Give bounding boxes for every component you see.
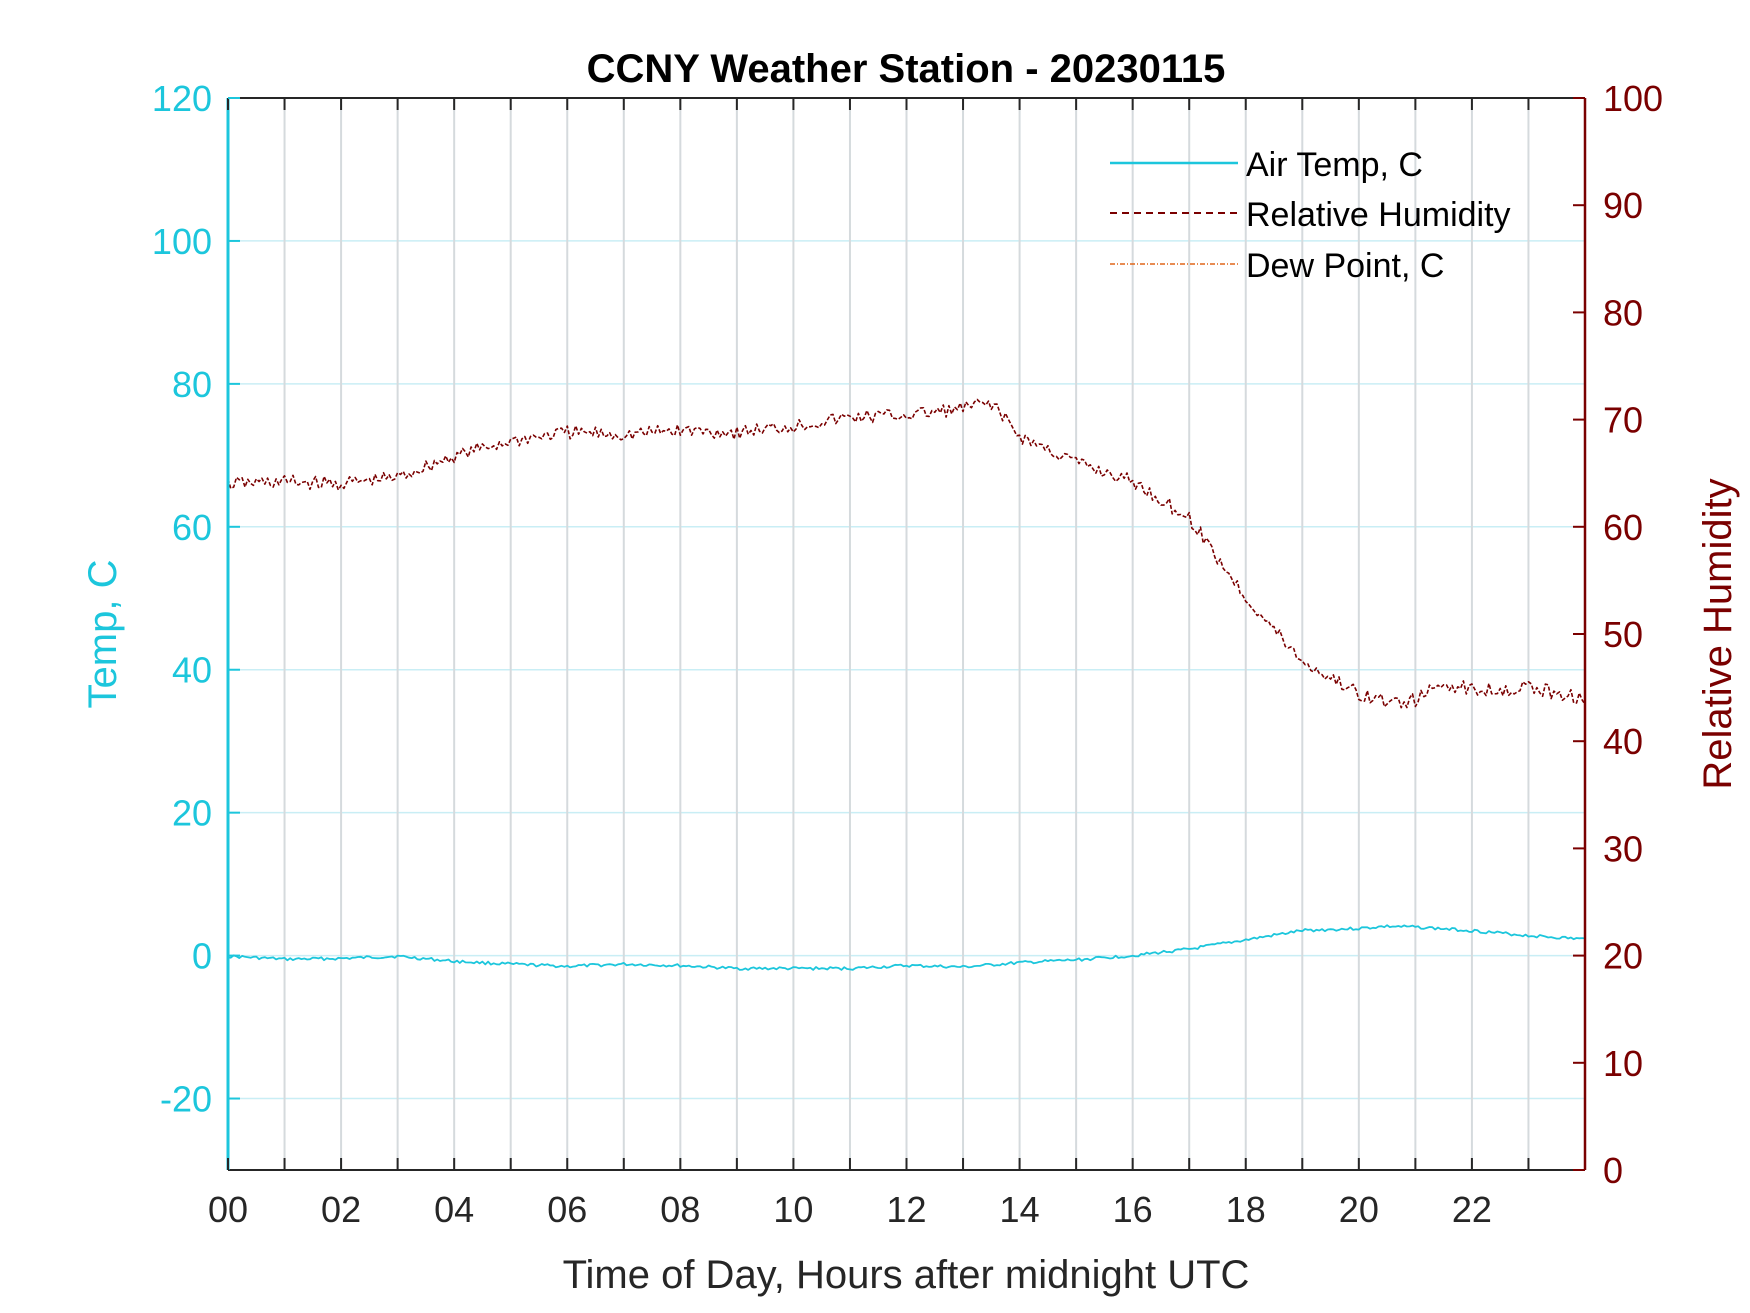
legend: Air Temp, C Relative Humidity Dew Point,… [1110, 146, 1511, 285]
x-axis-label: Time of Day, Hours after midnight UTC [563, 1253, 1250, 1297]
y-tick-label-left: 100 [152, 221, 212, 262]
y-tick-label-right: 80 [1603, 292, 1643, 333]
series-line-1 [227, 398, 1586, 709]
y-tick-label-right: 40 [1603, 721, 1643, 762]
y-tick-label-right: 10 [1603, 1043, 1643, 1084]
x-tick-label: 16 [1113, 1189, 1153, 1230]
y-axis-label-left: Temp, C [81, 560, 125, 709]
x-tick-label: 10 [773, 1189, 813, 1230]
ticks: 00 02 04 06 08 10 12 14 16 18 20 22-200204060801001… [152, 78, 1663, 1230]
legend-label-air-temp: Air Temp, C [1246, 146, 1423, 184]
x-tick-label: 04 [434, 1189, 474, 1230]
y-axis-label-right: Relative Humidity [1696, 478, 1740, 789]
legend-label-humidity: Relative Humidity [1246, 196, 1511, 234]
x-tick-label: 12 [886, 1189, 926, 1230]
x-tick-label: 22 [1452, 1189, 1492, 1230]
y-tick-label-right: 0 [1603, 1150, 1623, 1191]
y-tick-label-right: 70 [1603, 400, 1643, 441]
y-tick-label-left: 40 [172, 650, 212, 691]
x-tick-label: 00 [208, 1189, 248, 1230]
x-tick-label: 08 [660, 1189, 700, 1230]
x-tick-label: 06 [547, 1189, 587, 1230]
series-group [227, 398, 1586, 971]
y-tick-label-right: 20 [1603, 936, 1643, 977]
y-tick-label-left: 80 [172, 364, 212, 405]
y-tick-label-left: 120 [152, 78, 212, 119]
x-tick-label: 20 [1339, 1189, 1379, 1230]
y-tick-label-left: 0 [192, 936, 212, 977]
y-tick-label-left: 20 [172, 793, 212, 834]
y-tick-label-right: 30 [1603, 828, 1643, 869]
y-tick-label-right: 50 [1603, 614, 1643, 655]
chart-title: CCNY Weather Station - 20230115 [587, 47, 1226, 91]
legend-label-dew-point: Dew Point, C [1246, 247, 1444, 285]
y-tick-label-right: 60 [1603, 507, 1643, 548]
series-line-0 [227, 924, 1586, 971]
x-tick-label: 02 [321, 1189, 361, 1230]
y-tick-label-left: -20 [160, 1079, 212, 1120]
y-tick-label-right: 90 [1603, 185, 1643, 226]
y-tick-label-right: 100 [1603, 78, 1663, 119]
y-tick-label-left: 60 [172, 507, 212, 548]
x-tick-label: 18 [1226, 1189, 1266, 1230]
grid [228, 98, 1585, 1170]
x-tick-label: 14 [1000, 1189, 1040, 1230]
